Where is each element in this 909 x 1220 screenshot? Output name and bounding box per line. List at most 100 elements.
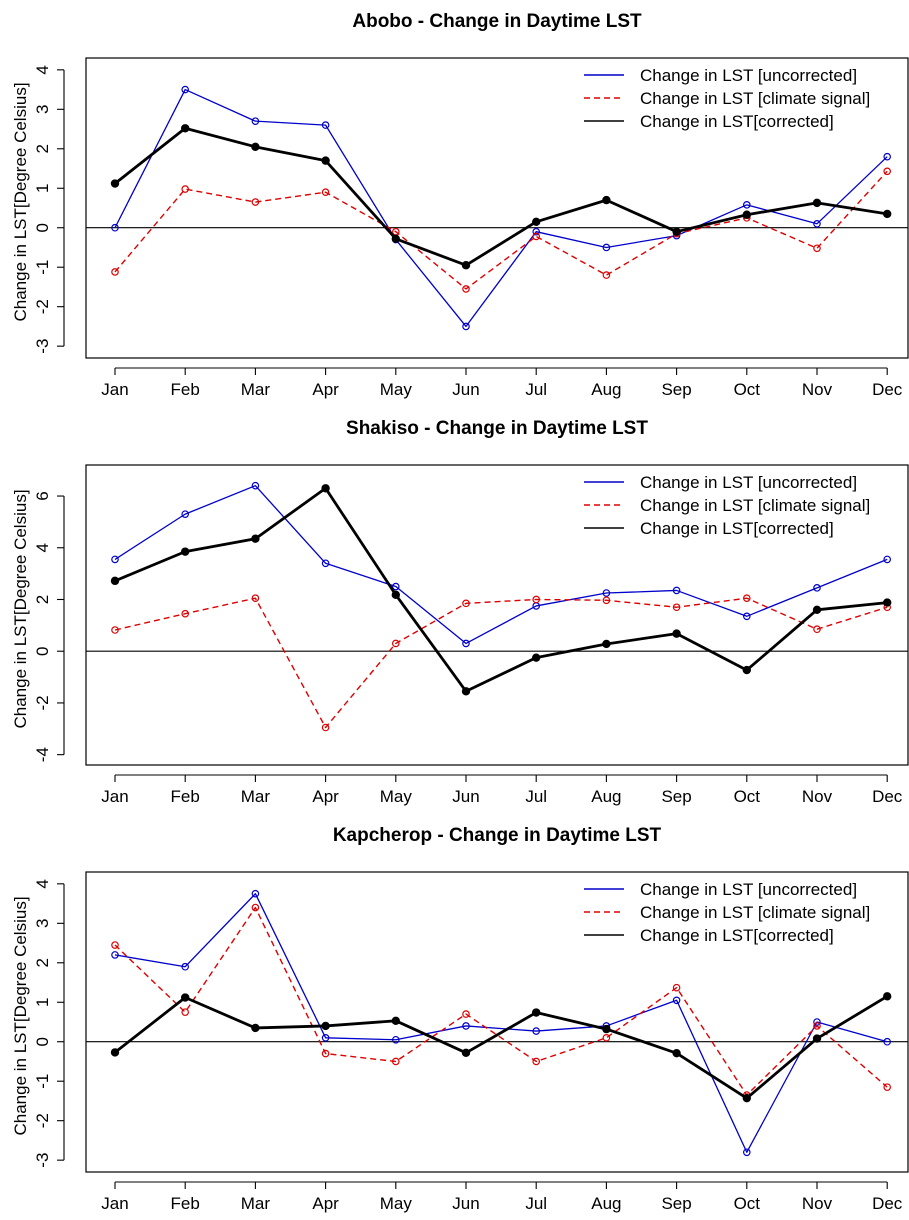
series-line-uncorrected [114,88,888,328]
x-tick-label: Mar [241,380,271,399]
legend-label-climate-signal: Change in LST [climate signal] [640,89,870,108]
series-line-climate-signal [114,906,888,1096]
x-tick-label: Sep [661,1194,691,1213]
data-point-climate-signal [532,595,541,604]
data-point-corrected [461,1048,471,1057]
series-line-uncorrected [114,485,888,645]
data-point-uncorrected [251,117,260,125]
y-tick-label: 2 [33,595,52,604]
data-point-corrected [461,687,471,696]
data-point-climate-signal [742,594,751,602]
data-point-uncorrected [391,582,400,591]
data-point-corrected [672,629,681,638]
data-point-uncorrected [462,639,470,648]
data-point-corrected [532,217,541,227]
chart-title: Kapcherop - Change in Daytime LST [333,825,662,846]
data-point-corrected [602,195,611,205]
x-tick-label: Sep [661,380,691,399]
data-point-corrected [251,1023,260,1033]
x-tick-label: Nov [802,787,833,806]
data-point-climate-signal [672,603,681,612]
legend-label-climate-signal: Change in LST [climate signal] [640,496,870,515]
data-point-uncorrected [742,1148,751,1157]
data-point-corrected [532,1008,541,1017]
x-tick-label: Nov [802,1194,833,1213]
x-tick-label: Jul [525,380,547,399]
y-tick-label: 4 [33,879,52,888]
data-point-corrected [321,156,330,165]
data-point-corrected [883,209,892,219]
y-tick-label: -4 [33,747,52,762]
data-point-corrected [532,653,541,662]
data-point-corrected [110,179,120,188]
data-point-climate-signal [883,1083,892,1091]
y-tick-label: 4 [33,65,52,74]
data-point-uncorrected [813,1018,821,1026]
x-tick-label: Dec [872,1194,903,1213]
data-point-climate-signal [321,723,330,732]
legend-label-uncorrected: Change in LST [uncorrected] [640,473,857,492]
data-point-climate-signal [321,188,330,197]
data-point-corrected [883,992,892,1001]
y-tick-label: 3 [33,919,52,928]
data-point-uncorrected [111,555,119,564]
data-point-corrected [742,665,752,675]
data-point-uncorrected [883,1037,892,1046]
data-point-climate-signal [181,185,190,193]
data-point-corrected [602,1024,611,1034]
data-point-climate-signal [181,609,190,618]
data-point-corrected [180,993,190,1002]
data-point-uncorrected [321,121,330,129]
data-point-uncorrected [532,1027,541,1035]
x-tick-label: May [380,787,413,806]
data-point-corrected [742,210,752,219]
data-point-uncorrected [883,152,892,161]
x-tick-label: Mar [241,1194,271,1213]
y-tick-label: -2 [33,299,52,314]
data-point-climate-signal [391,1057,400,1066]
y-axis-label: Change in LST[Degree Celsius] [11,896,30,1135]
x-tick-label: May [380,380,413,399]
x-tick-label: Jun [452,787,479,806]
y-tick-label: 0 [33,1037,52,1046]
x-tick-label: Jan [101,1194,128,1213]
chart-title: Abobo - Change in Daytime LST [352,11,642,32]
data-point-climate-signal [181,1008,190,1016]
data-point-uncorrected [742,201,751,209]
legend-label-climate-signal: Change in LST [climate signal] [640,903,870,922]
data-point-uncorrected [813,584,821,592]
x-tick-label: Jan [101,380,128,399]
x-tick-label: Dec [872,787,903,806]
x-tick-label: May [380,1194,413,1213]
legend-label-uncorrected: Change in LST [uncorrected] [640,880,857,899]
data-point-climate-signal [462,599,470,608]
data-point-uncorrected [181,85,190,94]
data-point-corrected [180,124,190,133]
data-point-corrected [180,547,190,556]
y-tick-label: 6 [33,491,52,500]
plot-frame [85,57,909,359]
x-tick-label: Jul [525,787,547,806]
data-point-corrected [742,1093,752,1103]
plot-frame [85,871,909,1173]
data-point-climate-signal [672,983,681,992]
data-point-climate-signal [602,596,611,605]
data-point-climate-signal [111,268,119,276]
y-tick-label: 2 [33,958,52,967]
y-axis-label: Change in LST[Degree Celsius] [11,82,30,321]
data-point-uncorrected [321,559,330,568]
y-tick-label: 1 [33,184,52,193]
x-tick-label: Jan [101,787,128,806]
data-point-uncorrected [251,889,260,898]
x-tick-label: Sep [661,787,691,806]
data-point-climate-signal [532,1057,541,1066]
series-line-climate-signal [114,597,888,729]
x-tick-label: Oct [734,787,761,806]
x-tick-label: Feb [171,787,200,806]
data-point-corrected [883,598,892,607]
data-point-corrected [321,1021,330,1031]
data-point-climate-signal [321,1049,330,1058]
x-tick-label: Jun [452,1194,479,1213]
legend-label-corrected: Change in LST[corrected] [640,519,834,538]
